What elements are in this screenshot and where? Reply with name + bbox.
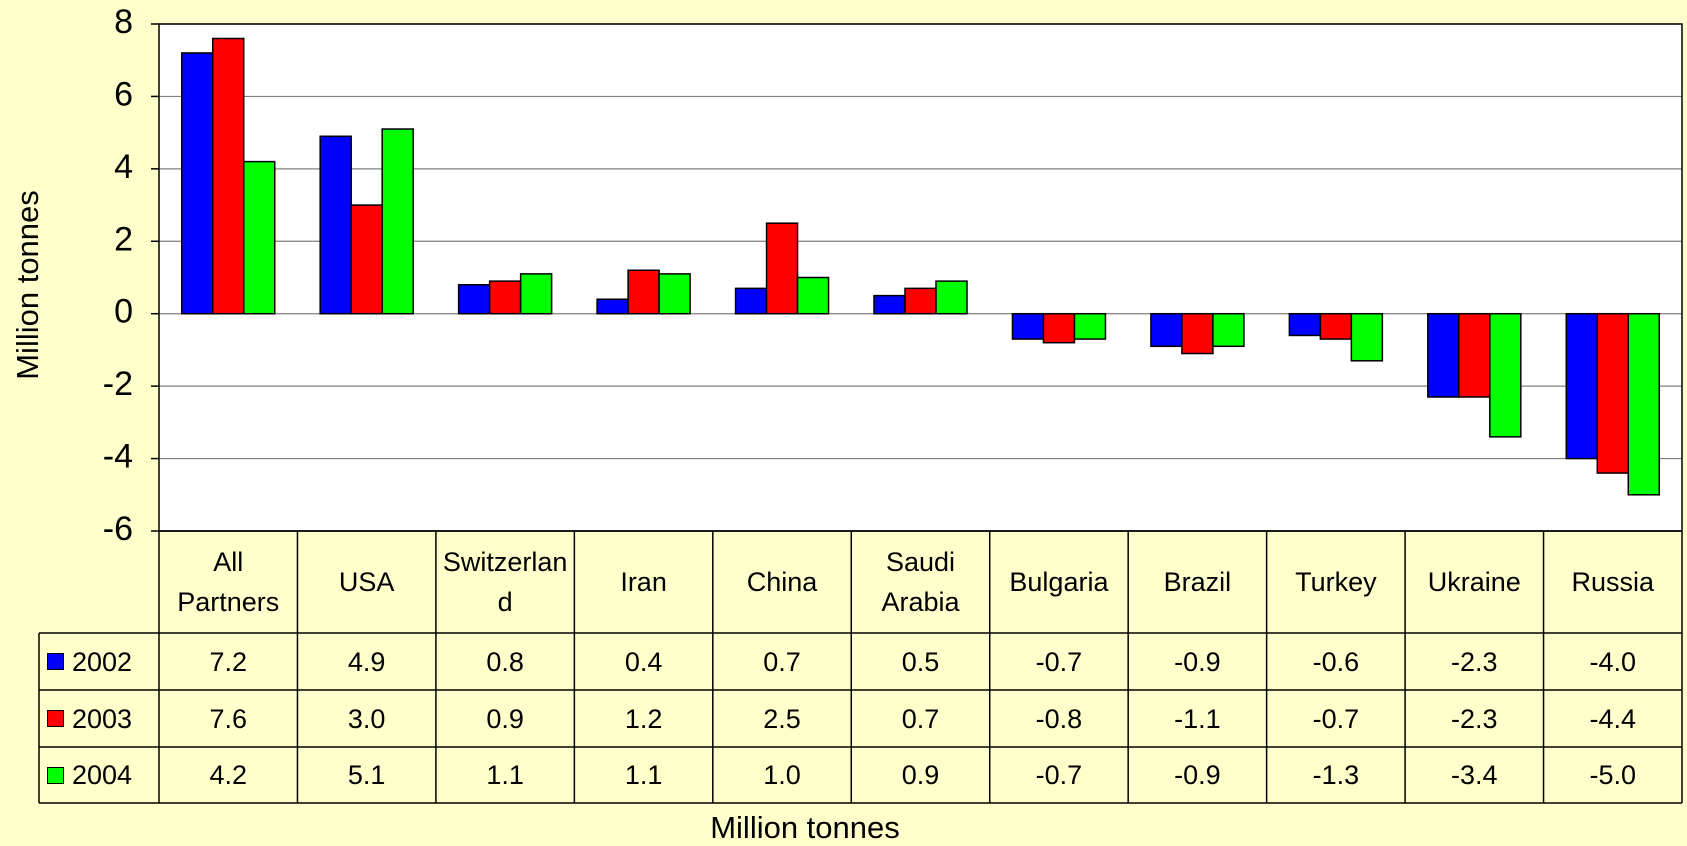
bar <box>1181 312 1214 355</box>
legend-label: 2002 <box>72 646 133 677</box>
table-value: -0.7 <box>1035 760 1083 790</box>
table-value: 0.8 <box>486 646 524 677</box>
bar <box>1150 312 1183 348</box>
table-value: 0.7 <box>763 646 801 677</box>
bar <box>796 276 830 315</box>
bar <box>488 280 522 315</box>
table-value: -5.0 <box>1589 760 1637 790</box>
table-value: -0.7 <box>1035 646 1083 677</box>
category-label: Russia <box>1571 567 1655 597</box>
bar <box>1489 312 1522 438</box>
category-label: Bulgaria <box>1009 567 1109 597</box>
bar <box>1212 312 1245 348</box>
legend-swatch <box>47 653 64 670</box>
table-value: 4.9 <box>347 646 386 677</box>
bar <box>242 160 276 315</box>
table-value: -1.1 <box>1174 703 1221 734</box>
bar <box>734 287 768 315</box>
bar <box>1350 312 1384 362</box>
table-value: 0.9 <box>901 760 940 790</box>
table-value: -2.3 <box>1451 646 1498 677</box>
legend-entry: 2004 <box>39 747 159 803</box>
category-label: Iran <box>620 567 667 597</box>
legend-swatch <box>47 710 64 727</box>
bar <box>1288 312 1322 337</box>
table-value: -0.7 <box>1312 703 1360 734</box>
bar <box>1011 312 1045 340</box>
legend-entry: 2003 <box>39 690 159 747</box>
table-value: -0.9 <box>1174 760 1221 790</box>
table-value: 7.6 <box>209 703 247 734</box>
table-value: 4.2 <box>209 760 247 790</box>
bar <box>765 222 799 315</box>
category-label: All Partners <box>177 547 280 617</box>
category-label: Turkey <box>1295 567 1377 597</box>
y-tick-label: -4 <box>103 438 133 476</box>
table-value: -3.4 <box>1451 760 1498 790</box>
bar <box>211 37 245 315</box>
bar <box>457 283 491 315</box>
bar <box>1627 312 1661 496</box>
y-tick-label: 8 <box>114 3 133 41</box>
category-label: Switzerland <box>442 547 568 617</box>
x-axis-label: Million tonnes <box>710 810 900 845</box>
category-label: Brazil <box>1163 567 1232 597</box>
bar <box>180 52 214 315</box>
y-tick-label: -2 <box>103 365 133 403</box>
bar <box>1073 312 1107 340</box>
bar <box>935 280 968 315</box>
bar <box>350 204 383 315</box>
category-label: Saudi Arabia <box>881 547 960 617</box>
table-value: 7.2 <box>209 646 247 677</box>
category-label: USA <box>338 567 395 597</box>
table-value: 2.5 <box>763 703 801 734</box>
bar <box>1319 312 1353 340</box>
y-tick-label: 6 <box>114 75 133 113</box>
table-value: -0.6 <box>1312 646 1360 677</box>
table-value: 0.4 <box>624 646 663 677</box>
bar <box>1565 312 1599 460</box>
bar <box>1596 312 1630 474</box>
table-value: 0.5 <box>901 646 940 677</box>
bar <box>1458 312 1491 398</box>
table-value: -1.3 <box>1312 760 1360 790</box>
bar <box>904 287 937 315</box>
bar <box>658 273 691 315</box>
table-value: 0.7 <box>901 703 940 734</box>
category-label: Ukraine <box>1427 567 1521 597</box>
table-value: -2.3 <box>1451 703 1498 734</box>
table-value: 0.9 <box>486 703 524 734</box>
table-value: 1.1 <box>624 760 663 790</box>
table-value: -4.0 <box>1589 646 1637 677</box>
y-tick-label: 4 <box>114 148 133 186</box>
bar <box>873 294 906 315</box>
table-value: 1.1 <box>486 760 524 790</box>
bar <box>1427 312 1460 398</box>
legend-entry: 2002 <box>39 633 159 690</box>
bar <box>627 269 660 315</box>
bar <box>1042 312 1076 344</box>
table-value: -4.4 <box>1589 703 1637 734</box>
bar <box>381 128 414 315</box>
table-value: 1.0 <box>763 760 801 790</box>
table-value: -0.9 <box>1174 646 1221 677</box>
y-tick-label: 2 <box>114 220 133 258</box>
legend-swatch <box>47 766 64 784</box>
bar <box>319 135 352 315</box>
y-axis-label: Million tonnes <box>10 190 45 380</box>
category-label: China <box>746 567 818 597</box>
y-tick-label: -6 <box>103 510 133 548</box>
legend-label: 2003 <box>72 703 133 734</box>
table-value: -0.8 <box>1035 703 1083 734</box>
legend-label: 2004 <box>72 760 133 790</box>
bar <box>519 273 553 315</box>
bar <box>596 298 629 315</box>
y-tick-label: 0 <box>114 293 133 331</box>
table-value: 1.2 <box>624 703 663 734</box>
table-value: 3.0 <box>347 703 386 734</box>
table-value: 5.1 <box>347 760 386 790</box>
